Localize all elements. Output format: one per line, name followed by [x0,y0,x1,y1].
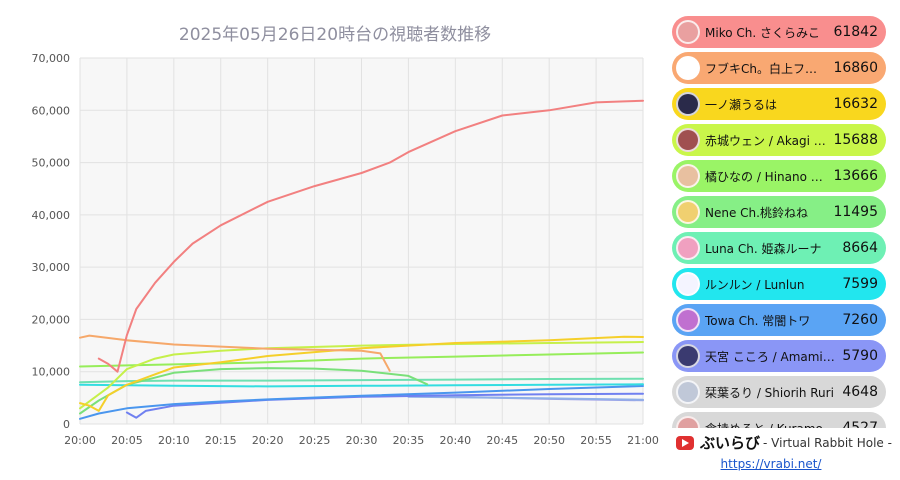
ranking-name: Miko Ch. さくらみこ [705,25,820,40]
ranking-name: ルンルン / Lunlun [705,277,805,292]
avatar-icon [676,380,700,404]
ranking-item[interactable]: Luna Ch. 姫森ルーナ 8664 [672,232,886,264]
avatar-icon [676,416,700,428]
ranking-value: 11495 [833,204,878,220]
avatar-icon [676,56,700,80]
ranking-name: 天宮 こころ / Amamiya Kokoro [705,349,837,364]
brand-name: ぶいらび [700,434,761,452]
series-line [79,385,644,420]
x-tick-label: 20:20 [252,434,284,447]
x-tick-label: 20:45 [486,434,518,447]
avatar-icon [676,200,700,224]
ranking-name: 橘ひなの / Hinano Tachibana [705,169,827,184]
avatar-icon [676,92,700,116]
play-logo-icon [676,435,694,450]
ranking-name: 一ノ瀬うるは [705,97,778,112]
ranking-value: 15688 [833,132,878,148]
x-tick-label: 20:05 [111,434,143,447]
y-tick-label: 70,000 [32,52,71,65]
ranking-item[interactable]: フブキCh。白上フブキ 16860 [672,52,886,84]
avatar-icon [676,164,700,188]
x-tick-label: 20:55 [580,434,612,447]
ranking-name: 赤城ウェン / Akagi Wen [705,133,828,148]
series-line [79,383,644,388]
ranking-name: Luna Ch. 姫森ルーナ [705,241,822,256]
series-line [79,341,644,410]
brand-footer: ぶいらび - Virtual Rabbit Hole - https://vra… [676,432,896,476]
ranking-value: 4648 [842,384,878,400]
ranking-name: Towa Ch. 常闇トワ [705,313,811,328]
series-line [79,334,391,372]
ranking-value: 7260 [842,312,878,328]
ranking-name: 倉持めると / Kuramochi Meruto [705,420,836,429]
ranking-value: 8664 [842,240,878,256]
ranking-name: 栞葉るり / Shiorih Ruri [705,385,834,400]
ranking-item[interactable]: 天宮 こころ / Amamiya Kokoro 5790 [672,340,886,372]
ranking-item[interactable]: 倉持めると / Kuramochi Meruto 4527 [672,412,886,428]
ranking-item[interactable]: 橘ひなの / Hinano Tachibana 13666 [672,160,886,192]
avatar-icon [676,236,700,260]
x-tick-label: 20:00 [64,434,96,447]
x-tick-label: 20:30 [346,434,378,447]
ranking-value: 16632 [833,96,878,112]
ranking-item[interactable]: 赤城ウェン / Akagi Wen 15688 [672,124,886,156]
y-tick-label: 60,000 [32,104,71,117]
ranking-value: 4527 [842,420,878,428]
ranking-item[interactable]: 一ノ瀬うるは 16632 [672,88,886,120]
viewer-ranking-list: Miko Ch. さくらみこ 61842 フブキCh。白上フブキ 16860 一ノ瀬うる… [672,16,886,428]
y-tick-label: 30,000 [32,261,71,274]
ranking-name: フブキCh。白上フブキ [705,61,828,76]
ranking-item[interactable]: Nene Ch.桃鈴ねね 11495 [672,196,886,228]
ranking-value: 61842 [833,24,878,40]
y-tick-label: 40,000 [32,209,71,222]
x-tick-label: 20:25 [299,434,331,447]
avatar-icon [676,308,700,332]
ranking-name: Nene Ch.桃鈴ねね [705,205,808,220]
x-tick-label: 20:50 [533,434,565,447]
x-tick-label: 20:15 [205,434,237,447]
y-tick-label: 20,000 [32,313,71,326]
avatar-icon [676,272,700,296]
x-tick-label: 21:00 [627,434,659,447]
brand-tagline: - Virtual Rabbit Hole - [763,435,892,450]
ranking-item[interactable]: ルンルン / Lunlun 7599 [672,268,886,300]
series-line [97,99,644,373]
line-chart: 0 10,000 20,000 30,000 40,000 50,000 60,000 70,… [32,52,659,447]
series-line [407,395,644,401]
x-tick-label: 20:40 [439,434,471,447]
brand-line: ぶいらび - Virtual Rabbit Hole - [676,432,896,453]
ranking-value: 13666 [833,168,878,184]
y-tick-label: 10,000 [32,366,71,379]
ranking-item[interactable]: Towa Ch. 常闇トワ 7260 [672,304,886,336]
x-tick-label: 20:35 [393,434,425,447]
ranking-item[interactable]: Miko Ch. さくらみこ 61842 [672,16,886,48]
y-tick-label: 50,000 [32,157,71,170]
brand-url-link[interactable]: https://vrabi.net/ [720,457,822,471]
ranking-value: 5790 [842,348,878,364]
ranking-value: 7599 [842,276,878,292]
ranking-item[interactable]: 栞葉るり / Shiorih Ruri 4648 [672,376,886,408]
y-tick-label: 0 [63,418,70,431]
avatar-icon [676,344,700,368]
chart-title: 2025年05月26日20時台の視聴者数推移 [178,25,492,45]
avatar-icon [676,128,700,152]
ranking-value: 16860 [833,60,878,76]
avatar-icon [676,20,700,44]
series-line [79,335,644,412]
x-tick-label: 20:10 [158,434,190,447]
